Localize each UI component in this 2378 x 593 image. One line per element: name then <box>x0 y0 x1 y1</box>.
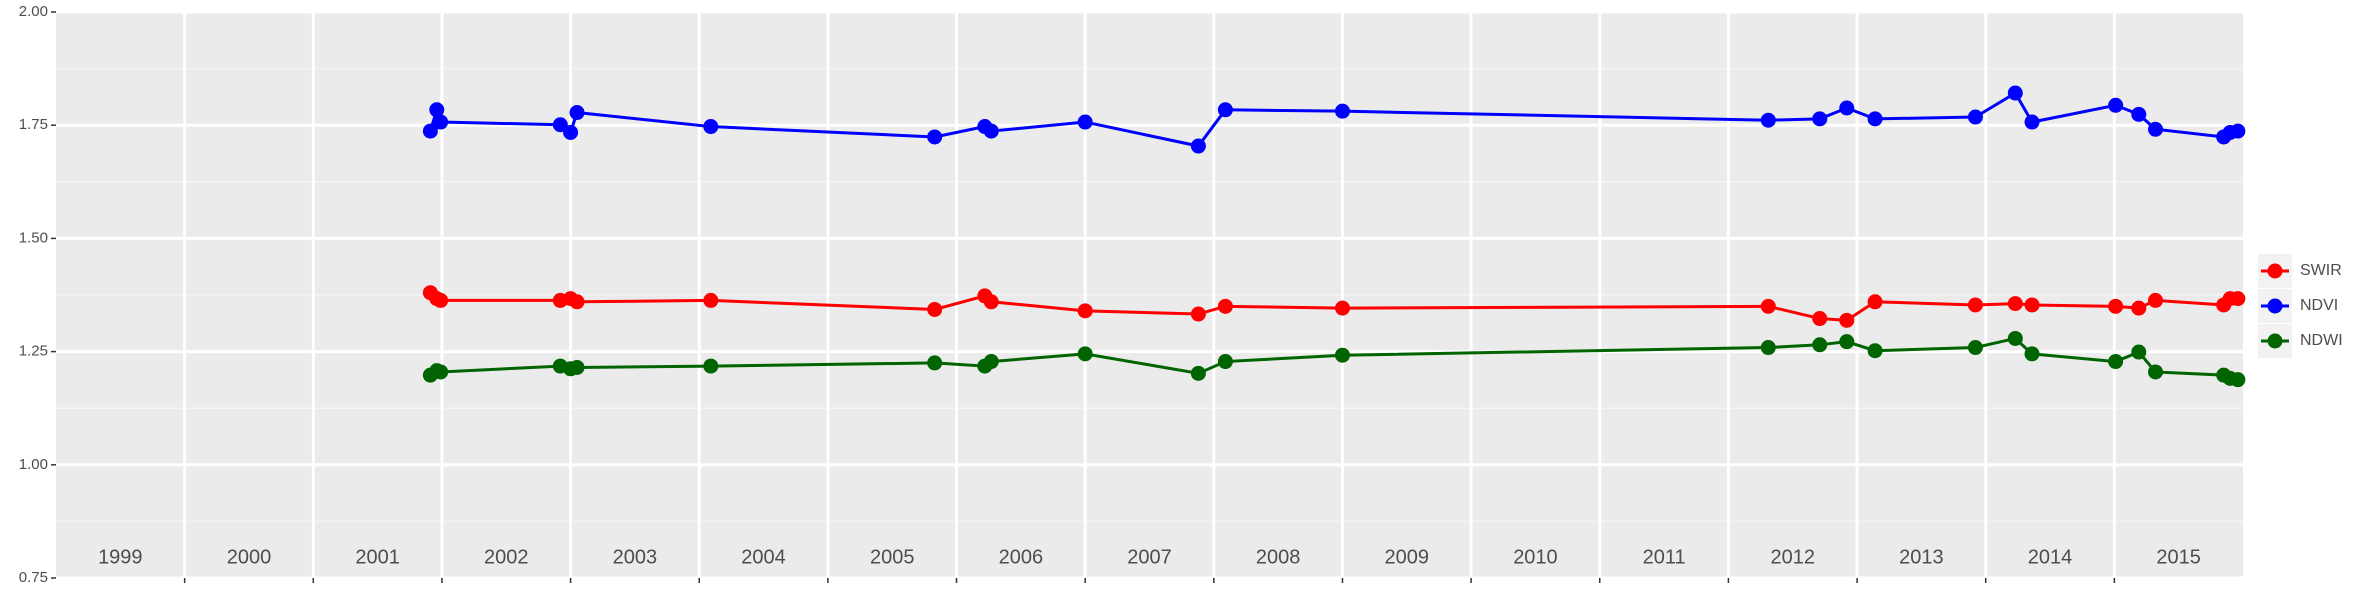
data-point <box>2108 354 2124 370</box>
data-point <box>1760 340 1776 356</box>
year-label: 2011 <box>1643 546 1686 568</box>
year-label: 1999 <box>98 546 143 568</box>
year-label: 2007 <box>1127 546 1172 568</box>
data-point <box>569 105 585 121</box>
data-point <box>2007 330 2023 346</box>
data-point <box>1334 103 1350 119</box>
y-tick-label: 1.25 <box>19 343 48 360</box>
data-point <box>1867 111 1883 127</box>
data-point <box>2131 106 2147 122</box>
data-point <box>1334 300 1350 316</box>
data-point <box>927 355 943 371</box>
year-label: 2014 <box>2028 546 2073 568</box>
data-point <box>1190 306 1206 322</box>
year-label: 2001 <box>355 546 400 568</box>
year-label: 2005 <box>870 546 915 568</box>
data-point <box>1812 111 1828 127</box>
data-point <box>2148 121 2164 137</box>
data-point <box>569 294 585 310</box>
data-point <box>983 294 999 310</box>
data-point <box>563 124 579 140</box>
data-point <box>1867 294 1883 310</box>
year-label: 2003 <box>613 546 658 568</box>
year-label: 2012 <box>1770 546 1815 568</box>
data-point <box>1839 100 1855 116</box>
legend-point <box>2267 263 2283 279</box>
legend-point <box>2267 298 2283 314</box>
y-tick-label: 2.00 <box>19 3 48 20</box>
year-label: 2004 <box>741 546 786 568</box>
data-point <box>1812 311 1828 327</box>
year-label: 2000 <box>227 546 272 568</box>
data-point <box>2230 372 2246 388</box>
data-point <box>1967 297 1983 313</box>
data-point <box>703 292 719 308</box>
data-point <box>429 102 445 118</box>
year-label: 2006 <box>999 546 1044 568</box>
data-point <box>1839 334 1855 350</box>
year-label: 2002 <box>484 546 529 568</box>
data-point <box>1839 312 1855 328</box>
legend-point <box>2267 333 2283 349</box>
data-point <box>2024 297 2040 313</box>
data-point <box>1077 303 1093 319</box>
data-point <box>1217 354 1233 370</box>
year-label: 2009 <box>1385 546 1430 568</box>
data-point <box>1812 337 1828 353</box>
data-point <box>2230 291 2246 307</box>
data-point <box>2024 114 2040 130</box>
data-point <box>1190 365 1206 381</box>
data-point <box>2007 85 2023 101</box>
data-point <box>2108 97 2124 113</box>
year-label: 2008 <box>1256 546 1301 568</box>
y-tick-label: 1.50 <box>19 229 48 246</box>
y-tick-label: 1.75 <box>19 116 48 133</box>
data-point <box>1967 109 1983 125</box>
data-point <box>2131 344 2147 360</box>
data-point <box>2108 298 2124 314</box>
data-point <box>983 123 999 139</box>
year-label: 2015 <box>2156 546 2201 568</box>
data-point <box>2024 346 2040 362</box>
data-point <box>1760 298 1776 314</box>
data-point <box>2131 300 2147 316</box>
data-point <box>983 354 999 370</box>
y-tick-label: 1.00 <box>19 456 48 473</box>
data-point <box>1760 112 1776 128</box>
data-point <box>2148 364 2164 380</box>
data-point <box>433 292 449 308</box>
legend-label: SWIR <box>2300 262 2342 279</box>
data-point <box>569 359 585 375</box>
y-tick-label: 0.75 <box>19 569 48 586</box>
year-label: 2013 <box>1899 546 1944 568</box>
legend-label: NDVI <box>2300 297 2338 314</box>
data-point <box>2148 292 2164 308</box>
data-point <box>927 129 943 145</box>
data-point <box>1217 102 1233 118</box>
data-point <box>422 123 438 139</box>
data-point <box>433 114 449 130</box>
legend-label: NDWI <box>2300 332 2343 349</box>
data-point <box>1334 347 1350 363</box>
data-point <box>433 364 449 380</box>
data-point <box>1867 343 1883 359</box>
data-point <box>703 358 719 374</box>
data-point <box>1967 340 1983 356</box>
data-point <box>2007 296 2023 312</box>
year-label: 2010 <box>1513 546 1558 568</box>
data-point <box>1190 138 1206 154</box>
data-point <box>1077 346 1093 362</box>
data-point <box>1217 298 1233 314</box>
data-point <box>552 117 568 133</box>
data-point <box>2230 123 2246 139</box>
data-point <box>1077 114 1093 130</box>
data-point <box>703 119 719 135</box>
data-point <box>927 301 943 317</box>
